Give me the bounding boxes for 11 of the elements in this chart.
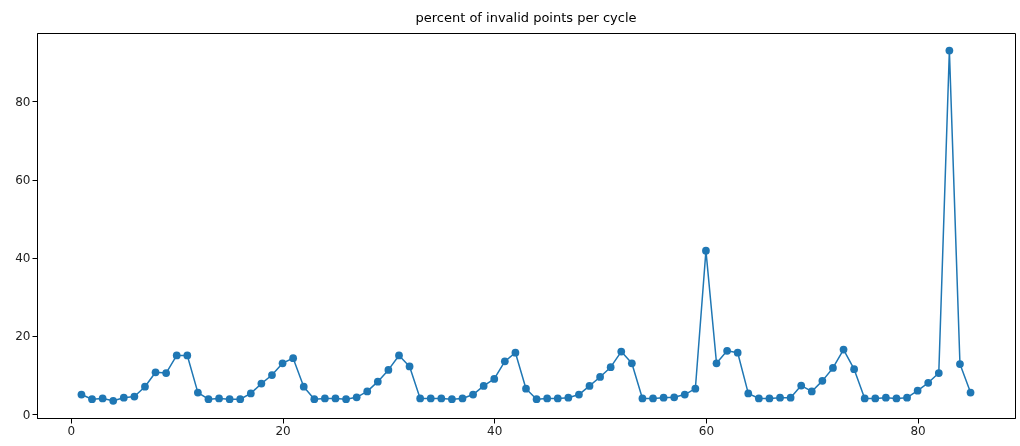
x-tick-label: 80 <box>910 423 926 438</box>
y-tick-label: 60 <box>15 173 31 188</box>
chart-title: percent of invalid points per cycle <box>415 10 637 25</box>
x-tick-label: 0 <box>67 423 76 438</box>
x-tick-label: 60 <box>698 423 715 438</box>
x-tick-label: 40 <box>487 423 503 438</box>
y-tick-label: 0 <box>22 407 31 422</box>
y-tick-label: 20 <box>15 329 31 344</box>
y-tick-label: 40 <box>15 251 31 266</box>
y-tick-label: 80 <box>15 94 31 109</box>
x-tick-label: 20 <box>275 423 291 438</box>
